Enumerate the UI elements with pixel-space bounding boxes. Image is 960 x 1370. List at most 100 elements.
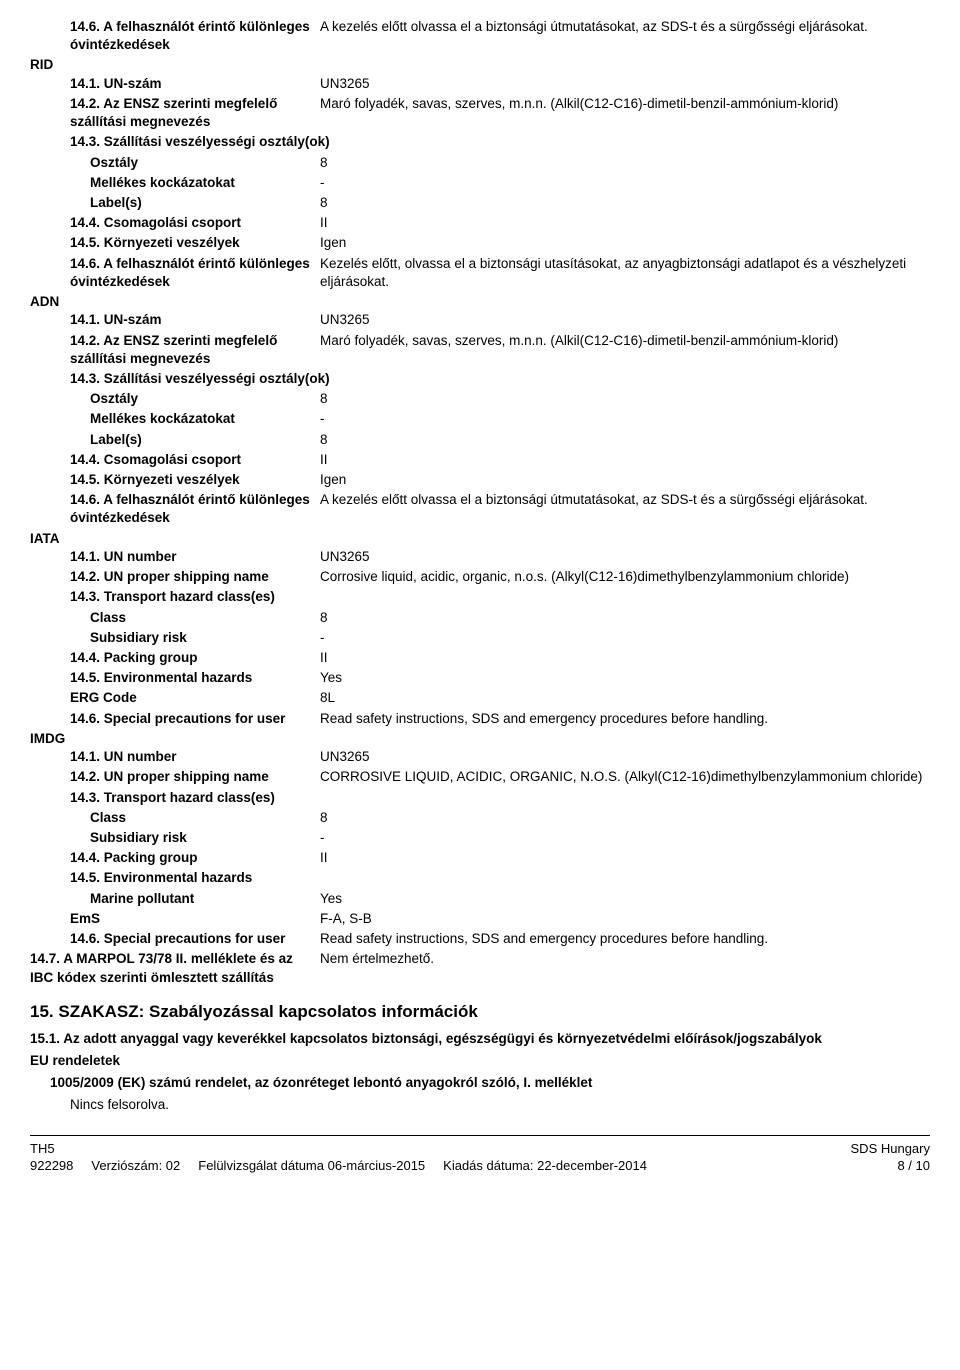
adn-subrisk-label: Mellékes kockázatokat	[90, 410, 320, 428]
adn-psn-label: 14.2. Az ENSZ szerinti megfelelő szállít…	[70, 332, 320, 368]
footer-revdate: Felülvizsgálat dátuma 06-március-2015	[198, 1157, 425, 1175]
imdg-ems: EmS F-A, S-B	[30, 910, 930, 928]
adn-class-value: 8	[320, 390, 930, 408]
imdg-psn-value: CORROSIVE LIQUID, ACIDIC, ORGANIC, N.O.S…	[320, 768, 930, 786]
iata-psn-value: Corrosive liquid, acidic, organic, n.o.s…	[320, 568, 930, 586]
adn-subrisk-value: -	[320, 410, 930, 428]
rid-pg-label: 14.4. Csomagolási csoport	[70, 214, 320, 232]
marpol-label: 14.7. A MARPOL 73/78 II. melléklete és a…	[30, 950, 320, 986]
iata-class: Class 8	[30, 609, 930, 627]
rid-pg: 14.4. Csomagolási csoport II	[30, 214, 930, 232]
rid-psn-label: 14.2. Az ENSZ szerinti megfelelő szállít…	[70, 95, 320, 131]
iata-env: 14.5. Environmental hazards Yes	[30, 669, 930, 687]
imdg-class-label: Class	[90, 809, 320, 827]
adn-un: 14.1. UN-szám UN3265	[30, 311, 930, 329]
adn-sp-value: A kezelés előtt olvassa el a biztonsági …	[320, 491, 930, 527]
iata-erg-value: 8L	[320, 689, 930, 707]
imdg-un-label: 14.1. UN number	[70, 748, 320, 766]
adn-un-label: 14.1. UN-szám	[70, 311, 320, 329]
iata-sp-label: 14.6. Special precautions for user	[70, 710, 320, 728]
imdg-un: 14.1. UN number UN3265	[30, 748, 930, 766]
iata-hazclass: 14.3. Transport hazard class(es)	[30, 588, 930, 606]
rid-class-label: Osztály	[90, 154, 320, 172]
adn-pg: 14.4. Csomagolási csoport II	[30, 451, 930, 469]
iata-psn-label: 14.2. UN proper shipping name	[70, 568, 320, 586]
eu-reg-header: EU rendeletek	[30, 1052, 930, 1070]
imdg-marine-value: Yes	[320, 890, 930, 908]
adn-pg-label: 14.4. Csomagolási csoport	[70, 451, 320, 469]
imdg-pg-value: II	[320, 849, 930, 867]
iata-env-label: 14.5. Environmental hazards	[70, 669, 320, 687]
footer-issuedate: Kiadás dátuma: 22-december-2014	[443, 1157, 647, 1175]
iata-class-label: Class	[90, 609, 320, 627]
adn-class: Osztály 8	[30, 390, 930, 408]
footer-num: 922298	[30, 1157, 73, 1175]
iata-un-value: UN3265	[320, 548, 930, 566]
footer-page: 8 / 10	[897, 1157, 930, 1175]
imdg-pg-label: 14.4. Packing group	[70, 849, 320, 867]
marpol-value: Nem értelmezhető.	[320, 950, 930, 986]
adn-env-label: 14.5. Környezeti veszélyek	[70, 471, 320, 489]
adn-pg-value: II	[320, 451, 930, 469]
rid-sp-label: 14.6. A felhasználót érintő különleges ó…	[70, 255, 320, 291]
rid-pg-value: II	[320, 214, 930, 232]
imdg-sp-value: Read safety instructions, SDS and emerge…	[320, 930, 930, 948]
rid-sp-value: Kezelés előtt, olvassa el a biztonsági u…	[320, 255, 930, 291]
rid-sp: 14.6. A felhasználót érintő különleges ó…	[30, 255, 930, 291]
imdg-pg: 14.4. Packing group II	[30, 849, 930, 867]
adn-subrisk: Mellékes kockázatokat -	[30, 410, 930, 428]
marpol-row: 14.7. A MARPOL 73/78 II. melléklete és a…	[30, 950, 930, 986]
imdg-sp-label: 14.6. Special precautions for user	[70, 930, 320, 948]
adn-sp-label: 14.6. A felhasználót érintő különleges ó…	[70, 491, 320, 527]
iata-header: IATA	[30, 530, 930, 548]
rid-labels: Label(s) 8	[30, 194, 930, 212]
rid-env-value: Igen	[320, 234, 930, 252]
imdg-hazclass: 14.3. Transport hazard class(es)	[30, 789, 930, 807]
page-footer: TH5 SDS Hungary	[30, 1135, 930, 1158]
imdg-subrisk: Subsidiary risk -	[30, 829, 930, 847]
iata-pg: 14.4. Packing group II	[30, 649, 930, 667]
rid-un-label: 14.1. UN-szám	[70, 75, 320, 93]
footer-left-top: TH5	[30, 1140, 55, 1158]
footer-version: Verziószám: 02	[91, 1157, 180, 1175]
adn-un-value: UN3265	[320, 311, 930, 329]
iata-subrisk-label: Subsidiary risk	[90, 629, 320, 647]
adn-labels-label: Label(s)	[90, 431, 320, 449]
iata-psn: 14.2. UN proper shipping name Corrosive …	[30, 568, 930, 586]
value-14-6-top: A kezelés előtt olvassa el a biztonsági …	[320, 18, 930, 54]
rid-subrisk-label: Mellékes kockázatokat	[90, 174, 320, 192]
rid-class: Osztály 8	[30, 154, 930, 172]
imdg-subrisk-label: Subsidiary risk	[90, 829, 320, 847]
rid-psn: 14.2. Az ENSZ szerinti megfelelő szállít…	[30, 95, 930, 131]
iata-sp-value: Read safety instructions, SDS and emerge…	[320, 710, 930, 728]
label-14-6-top: 14.6. A felhasználót érintő különleges ó…	[70, 18, 320, 54]
rid-env-label: 14.5. Környezeti veszélyek	[70, 234, 320, 252]
section-15-title: 15. SZAKASZ: Szabályozással kapcsolatos …	[30, 1001, 930, 1024]
rid-hazclass: 14.3. Szállítási veszélyességi osztály(o…	[30, 133, 930, 151]
adn-labels-value: 8	[320, 431, 930, 449]
adn-sp: 14.6. A felhasználót érintő különleges ó…	[30, 491, 930, 527]
iata-erg: ERG Code 8L	[30, 689, 930, 707]
imdg-psn: 14.2. UN proper shipping name CORROSIVE …	[30, 768, 930, 786]
iata-pg-value: II	[320, 649, 930, 667]
rid-labels-label: Label(s)	[90, 194, 320, 212]
imdg-header: IMDG	[30, 730, 930, 748]
rid-un: 14.1. UN-szám UN3265	[30, 75, 930, 93]
imdg-class: Class 8	[30, 809, 930, 827]
rid-class-value: 8	[320, 154, 930, 172]
footer-right-top: SDS Hungary	[851, 1140, 930, 1158]
iata-un: 14.1. UN number UN3265	[30, 548, 930, 566]
page-footer-line2: 922298 Verziószám: 02 Felülvizsgálat dát…	[30, 1157, 930, 1187]
iata-pg-label: 14.4. Packing group	[70, 649, 320, 667]
adn-env-value: Igen	[320, 471, 930, 489]
rid-un-value: UN3265	[320, 75, 930, 93]
imdg-ems-value: F-A, S-B	[320, 910, 930, 928]
adn-hazclass: 14.3. Szállítási veszélyességi osztály(o…	[30, 370, 930, 388]
imdg-env: 14.5. Environmental hazards	[30, 869, 930, 887]
adn-env: 14.5. Környezeti veszélyek Igen	[30, 471, 930, 489]
reg-1005-2009: 1005/2009 (EK) számú rendelet, az ózonré…	[30, 1074, 930, 1092]
imdg-marine-label: Marine pollutant	[90, 890, 320, 908]
iata-erg-label: ERG Code	[70, 689, 320, 707]
imdg-class-value: 8	[320, 809, 930, 827]
imdg-psn-label: 14.2. UN proper shipping name	[70, 768, 320, 786]
